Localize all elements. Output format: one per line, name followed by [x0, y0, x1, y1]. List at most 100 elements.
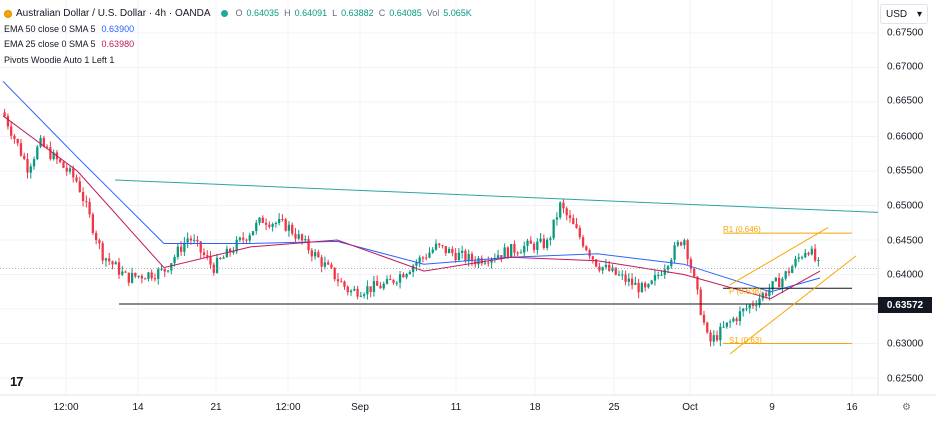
candle-body — [222, 257, 225, 259]
candle-body — [68, 168, 72, 172]
candle-body — [297, 234, 300, 239]
candle-body — [405, 274, 408, 278]
low-value: 0.63882 — [341, 8, 374, 18]
ema50-label: EMA 50 close 0 SMA 5 — [4, 23, 96, 34]
candle-body — [313, 252, 317, 257]
candle-body — [111, 261, 114, 265]
candle-body — [16, 138, 19, 144]
candle-body — [81, 192, 85, 202]
candle-body — [284, 219, 287, 231]
candle-body — [503, 247, 506, 258]
candle-body — [467, 253, 470, 262]
candle-body — [461, 250, 464, 253]
marked-price-tag[interactable]: 0.63572 — [878, 297, 932, 313]
candle-body — [147, 272, 150, 280]
candle-body — [653, 275, 657, 281]
candle-body — [75, 177, 78, 182]
candle-body — [810, 248, 813, 255]
candle-body — [418, 257, 421, 263]
candle-body — [764, 293, 768, 297]
price-tick: 0.66500 — [887, 95, 924, 107]
time-tick: Oct — [682, 402, 698, 413]
candle-body — [778, 277, 781, 288]
candle-body — [640, 283, 644, 293]
candle-body — [248, 235, 251, 241]
candle-body — [781, 278, 784, 288]
candle-body — [650, 280, 653, 284]
candle-body — [340, 281, 343, 283]
currency-selector[interactable]: USD ▾ — [880, 4, 928, 24]
candle-body — [189, 238, 193, 241]
candle-body — [611, 267, 614, 271]
candle-body — [278, 219, 281, 223]
candlestick-series — [3, 108, 820, 347]
candle-body — [369, 286, 372, 292]
candle-body — [608, 264, 611, 271]
settings-icon[interactable]: ⚙ — [902, 402, 911, 413]
pivot-p-label: P (0.638) — [729, 287, 762, 296]
candle-body — [379, 285, 382, 289]
price-tick: 0.67500 — [887, 27, 924, 39]
candle-body — [794, 258, 797, 267]
candle-body — [647, 283, 650, 288]
candle-body — [144, 278, 147, 280]
candle-body — [536, 241, 539, 250]
time-tick: 11 — [450, 402, 462, 413]
candle-body — [621, 274, 624, 276]
symbol-title[interactable]: Australian Dollar / U.S. Dollar · 4h · O… — [16, 8, 211, 19]
ema25-legend[interactable]: EMA 25 close 0 SMA 5 0.63980 — [4, 37, 477, 53]
candle-body — [157, 269, 160, 279]
candle-body — [333, 267, 336, 280]
candle-body — [65, 167, 68, 172]
open-value: 0.64035 — [246, 8, 280, 18]
pivots-legend[interactable]: Pivots Woodie Auto 1 Left 1 — [4, 53, 477, 69]
high-label: H — [284, 8, 291, 18]
candle-body — [699, 289, 702, 315]
candle-body — [702, 314, 706, 323]
candle-body — [353, 288, 356, 291]
candle-body — [349, 290, 353, 293]
candle-body — [196, 239, 199, 242]
candle-body — [72, 168, 75, 178]
candle-body — [268, 224, 271, 227]
price-tick: 0.67000 — [887, 61, 924, 73]
candle-body — [604, 264, 608, 268]
chevron-down-icon: ▾ — [916, 8, 922, 20]
candle-body — [402, 274, 405, 278]
candle-body — [307, 239, 310, 251]
candle-body — [304, 239, 307, 241]
candle-body — [29, 166, 32, 173]
ema25-value: 0.63980 — [101, 39, 135, 49]
candle-body — [251, 231, 255, 236]
candle-body — [510, 243, 513, 258]
candle-body — [19, 143, 23, 156]
high-value: 0.64091 — [294, 8, 328, 18]
candle-body — [114, 262, 117, 265]
candle-body — [310, 250, 313, 257]
descending-trendline — [114, 179, 879, 213]
candle-body — [389, 279, 392, 281]
tradingview-logo-icon[interactable]: 17 — [10, 374, 24, 389]
ema50-legend[interactable]: EMA 50 close 0 SMA 5 0.63900 — [4, 22, 477, 38]
candle-body — [555, 217, 559, 220]
candle-body — [330, 264, 333, 268]
candle-body — [88, 202, 91, 215]
candle-body — [232, 251, 235, 253]
candle-body — [317, 252, 320, 258]
candle-body — [588, 250, 591, 257]
candle-body — [562, 202, 565, 209]
candle-body — [336, 279, 340, 282]
candle-body — [219, 257, 222, 259]
candle-body — [725, 322, 729, 327]
candle-body — [676, 242, 679, 246]
candle-body — [395, 282, 398, 284]
candle-body — [578, 227, 581, 238]
candle-body — [732, 318, 735, 322]
price-tick: 0.62500 — [887, 373, 924, 385]
candle-body — [673, 245, 676, 260]
candle-body — [542, 238, 545, 249]
candle-body — [591, 256, 595, 260]
candle-body — [173, 256, 176, 264]
candle-body — [186, 238, 189, 243]
